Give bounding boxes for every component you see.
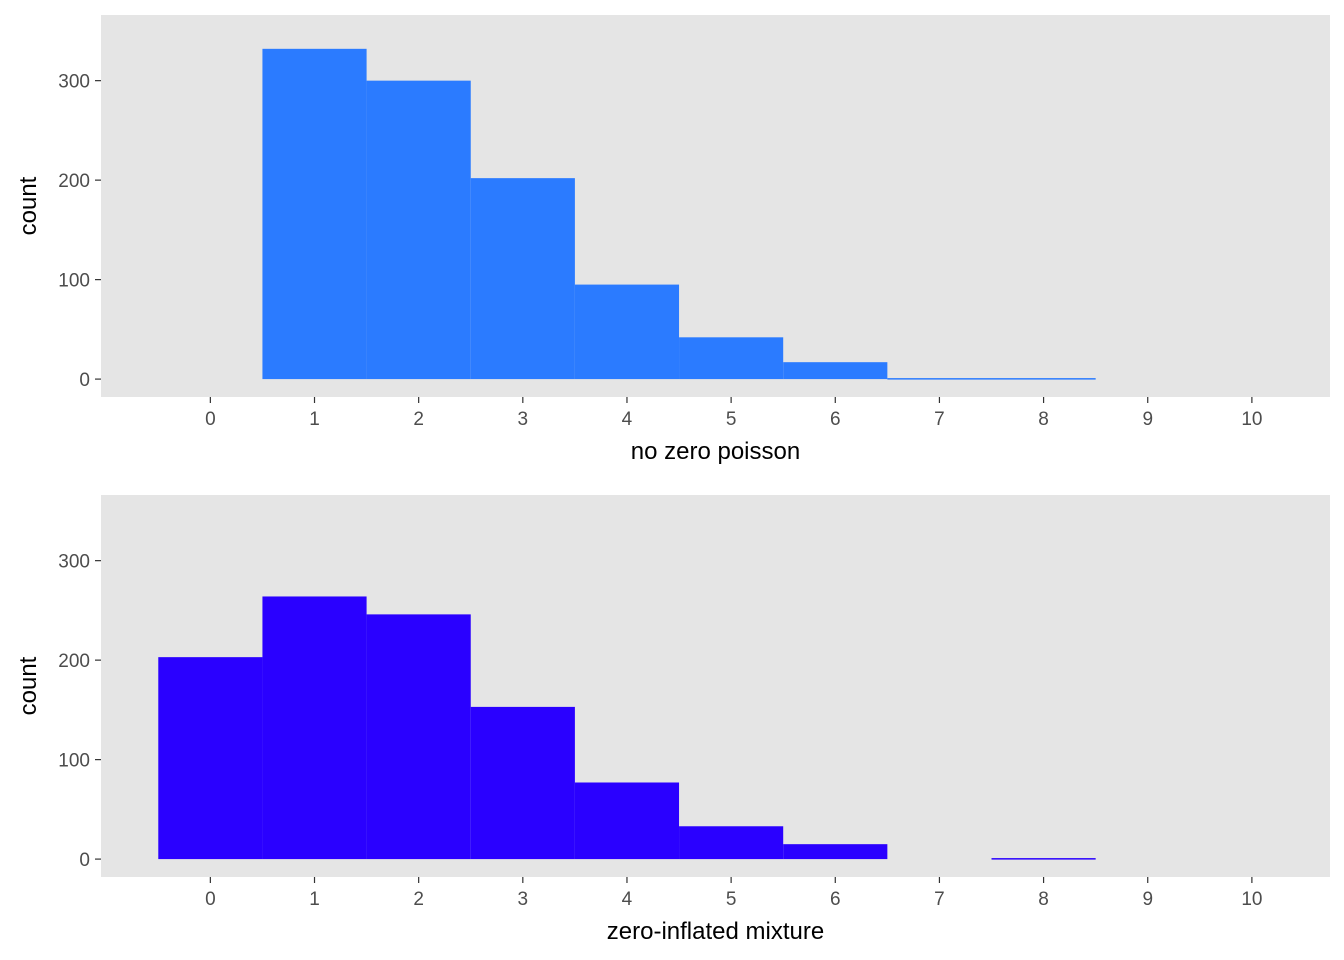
x-tick-label: 10 (1241, 409, 1262, 430)
y-axis-title: count (15, 656, 42, 715)
histogram-bar (262, 48, 367, 380)
histogram-bar (158, 657, 263, 860)
histogram-panel-bottom: 0 100 200 300 0 1 2 3 4 5 6 7 8 9 10 zero-inflated mixt… (15, 495, 1330, 945)
x-tick-label: 2 (413, 409, 424, 430)
x-tick-label: 4 (622, 889, 633, 910)
x-tick-label: 5 (726, 889, 737, 910)
y-tick-label: 200 (58, 651, 90, 672)
x-tick-label: 5 (726, 409, 737, 430)
x-tick-label: 6 (830, 889, 841, 910)
histogram-bar (991, 858, 1096, 860)
histogram-bar (991, 378, 1096, 380)
x-tick-label: 1 (309, 409, 320, 430)
histogram-panel-top: 0 100 200 300 0 1 2 3 4 5 6 7 8 9 10 no zero poisson cou… (15, 15, 1330, 465)
x-tick-label: 0 (205, 889, 216, 910)
x-tick-label: 7 (934, 409, 945, 430)
histogram-bar (679, 337, 784, 380)
histogram-bar (470, 178, 575, 380)
x-axis-title: no zero poisson (631, 438, 800, 465)
y-axis-title: count (15, 176, 42, 235)
x-tick-label: 7 (934, 889, 945, 910)
x-tick-label: 9 (1142, 889, 1153, 910)
histogram-bar (366, 614, 471, 860)
x-tick-label: 10 (1241, 889, 1262, 910)
y-tick-label: 0 (79, 370, 90, 391)
y-tick-label: 0 (79, 850, 90, 871)
x-tick-label: 4 (622, 409, 633, 430)
y-tick-label: 300 (58, 72, 90, 93)
histogram-bar (887, 378, 992, 380)
y-tick-label: 200 (58, 171, 90, 192)
x-tick-label: 1 (309, 889, 320, 910)
y-tick-label: 100 (58, 751, 90, 772)
y-tick-label: 100 (58, 271, 90, 292)
x-tick-label: 0 (205, 409, 216, 430)
x-tick-label: 8 (1038, 889, 1049, 910)
histogram-bar (366, 80, 471, 380)
y-tick-label: 300 (58, 552, 90, 573)
x-axis-title: zero-inflated mixture (607, 918, 824, 945)
histogram-bar (783, 844, 888, 860)
histogram-bar (574, 284, 680, 380)
histogram-bar (470, 706, 575, 860)
x-tick-label: 9 (1142, 409, 1153, 430)
x-tick-label: 2 (413, 889, 424, 910)
histogram-bar (783, 362, 888, 380)
x-tick-label: 8 (1038, 409, 1049, 430)
x-tick-label: 3 (518, 409, 529, 430)
histogram-bar (679, 826, 784, 860)
histogram-bar (262, 596, 367, 860)
x-tick-label: 3 (518, 889, 529, 910)
x-tick-label: 6 (830, 409, 841, 430)
histogram-bar (574, 782, 680, 860)
